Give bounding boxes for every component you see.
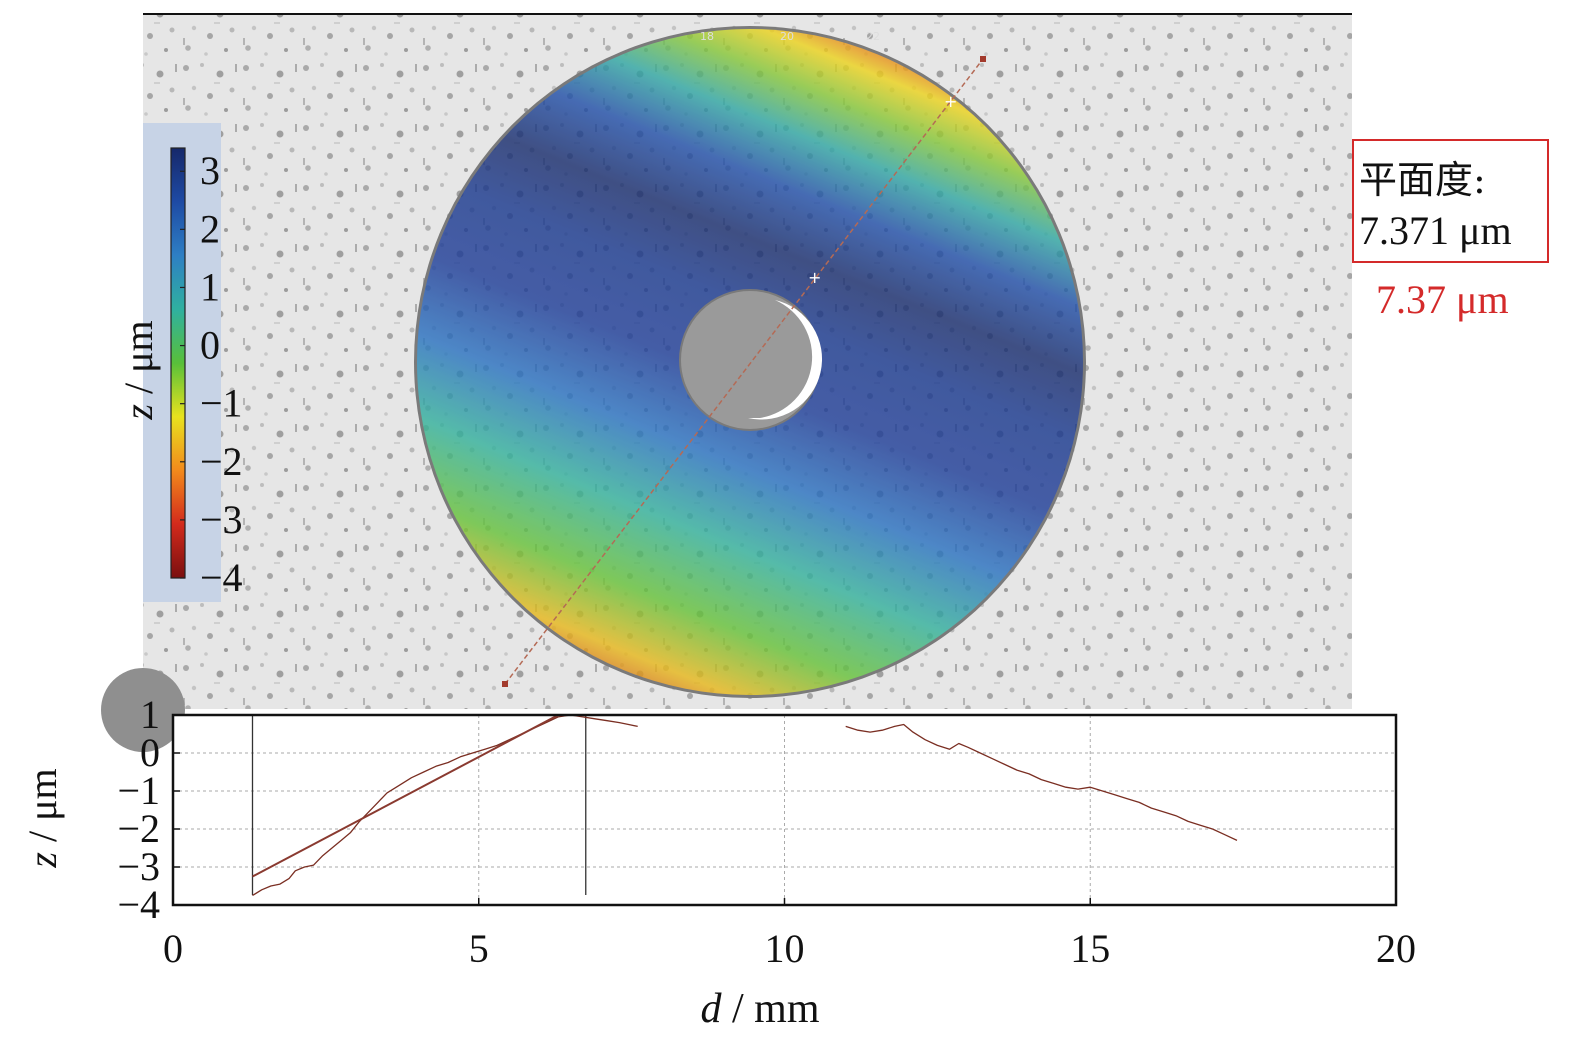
colorbar: 3 2 1 0 −1 −2 −3 −4 z / μm — [116, 123, 243, 602]
y-tick-label: 0 — [140, 730, 160, 775]
colorbar-tick-label: −3 — [200, 497, 243, 542]
y-axis-label: z / μm — [20, 768, 65, 868]
center-hole — [679, 289, 823, 431]
grid — [173, 715, 1396, 905]
y-tick-label: −3 — [117, 844, 160, 889]
plot-area — [173, 715, 1396, 905]
flatness-box: 平面度: 7.371 μm — [1352, 139, 1549, 263]
profile-chart: 0 5 10 15 20 10−1−2−3−4 d / mm z / μm — [20, 692, 1416, 1032]
x-label-var: d — [700, 986, 722, 1032]
x-tick-label: 20 — [1376, 926, 1416, 971]
colorbar-label-unit: / μm — [116, 320, 161, 404]
colorbar-tick-label: 2 — [200, 206, 220, 251]
colorbar-tick-label: 0 — [200, 323, 220, 368]
y-tick-label: −1 — [117, 768, 160, 813]
scale-mark: 18 — [700, 30, 714, 43]
y-label-unit: / μm — [20, 768, 65, 852]
colorbar-tick-label: −4 — [200, 555, 243, 600]
y-ticks: 10−1−2−3−4 — [117, 692, 180, 927]
y-tick-label: −2 — [117, 806, 160, 851]
flatness-rounded-value: 7.37 μm — [1376, 277, 1509, 322]
colorbar-tick-label: −2 — [200, 439, 243, 484]
corner-shadow — [101, 668, 185, 752]
colorbar-label-var: z — [116, 404, 161, 421]
x-tick-label: 15 — [1070, 926, 1110, 971]
x-ticks: 0 5 10 15 20 — [163, 898, 1416, 971]
x-axis-label: d / mm — [700, 986, 819, 1032]
svg-text:+: + — [808, 268, 821, 287]
scale-mark: 20 — [780, 30, 794, 43]
series-fit-line — [252, 714, 559, 878]
y-tick-label: 1 — [140, 692, 160, 737]
y-tick-label: −4 — [117, 882, 160, 927]
colorbar-tick-label: 3 — [200, 148, 220, 193]
flatness-label: 平面度: — [1359, 158, 1486, 202]
x-tick-label: 0 — [163, 926, 183, 971]
image-scale-marks: 18 20 22 — [700, 30, 880, 43]
marker-lines — [251, 715, 587, 895]
flatness-value: 7.371 μm — [1359, 208, 1512, 253]
colorbar-ticks: 3 2 1 0 −1 −2 −3 −4 — [180, 148, 243, 600]
svg-text:+: + — [944, 92, 957, 111]
scan-line: + + — [502, 56, 986, 687]
x-tick-label: 5 — [469, 926, 489, 971]
colorbar-axis-label: z / μm — [116, 320, 161, 420]
x-label-unit: / mm — [721, 986, 819, 1032]
colorbar-tick-label: −1 — [200, 381, 243, 426]
x-tick-label: 10 — [765, 926, 805, 971]
colorbar-strip — [170, 147, 186, 579]
colorbar-tick-label: 1 — [200, 264, 220, 309]
scale-mark: 22 — [866, 30, 880, 43]
y-label-var: z — [20, 852, 65, 869]
series-profile-right — [845, 723, 1238, 841]
